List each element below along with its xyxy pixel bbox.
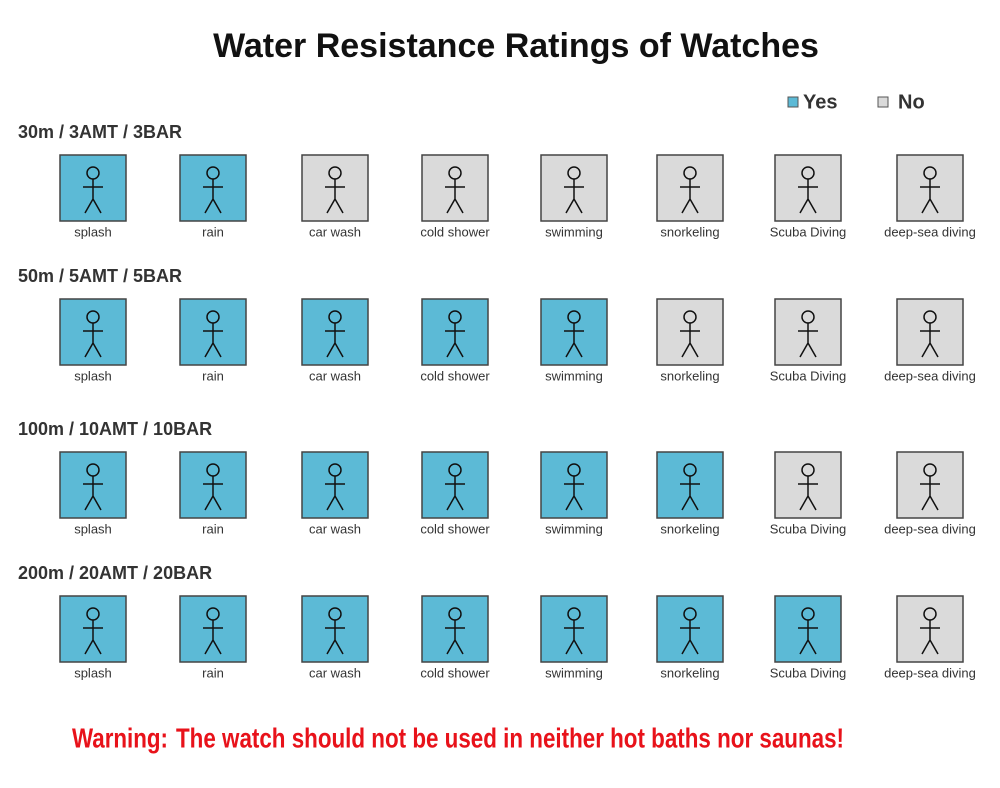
icon-figure [83, 620, 103, 655]
activity-icon [540, 298, 608, 366]
icon-figure [325, 620, 345, 655]
activity-label: swimming [545, 224, 603, 239]
row-label: 50m / 5AMT / 5BAR [18, 266, 182, 286]
activity-label: Scuba Diving [770, 224, 847, 239]
icon-figure [920, 476, 940, 511]
icon-figure [83, 476, 103, 511]
row-label: 30m / 3AMT / 3BAR [18, 122, 182, 142]
activity-label: deep-sea diving [884, 665, 976, 680]
activity-label: car wash [309, 368, 361, 383]
icon-figure [445, 323, 465, 358]
activity-label: cold shower [420, 368, 490, 383]
activity-label: splash [74, 665, 112, 680]
icon-figure [798, 323, 818, 358]
activity-label: snorkeling [660, 665, 719, 680]
row-label: 200m / 20AMT / 20BAR [18, 563, 212, 583]
icon-figure [445, 620, 465, 655]
activity-label: splash [74, 521, 112, 536]
icon-figure [920, 620, 940, 655]
icon-figure [564, 476, 584, 511]
legend-swatch-no [877, 96, 889, 108]
activity-label: deep-sea diving [884, 224, 976, 239]
activity-label: snorkeling [660, 224, 719, 239]
icon-figure [203, 179, 223, 214]
activity-label: Scuba Diving [770, 368, 847, 383]
icon-figure [445, 476, 465, 511]
activity-label: swimming [545, 521, 603, 536]
icon-figure [445, 179, 465, 214]
icon-figure [203, 476, 223, 511]
title: Water Resistance Ratings of Watches [213, 27, 819, 65]
activity-label: cold shower [420, 224, 490, 239]
activity-label: rain [202, 224, 224, 239]
icon-figure [680, 323, 700, 358]
icon-figure [83, 323, 103, 358]
activity-label: swimming [545, 368, 603, 383]
icon-figure [325, 476, 345, 511]
activity-icon [421, 154, 489, 222]
icon-figure [798, 620, 818, 655]
activity-label: Scuba Diving [770, 665, 847, 680]
icon-figure [564, 620, 584, 655]
icon-figure [325, 323, 345, 358]
icon-figure [798, 179, 818, 214]
activity-label: rain [202, 665, 224, 680]
icon-figure [798, 476, 818, 511]
icon-figure [680, 476, 700, 511]
activity-label: Scuba Diving [770, 521, 847, 536]
warning-lead: Warning: [72, 722, 168, 753]
icon-figure [564, 323, 584, 358]
activity-label: splash [74, 368, 112, 383]
activity-label: car wash [309, 665, 361, 680]
row-label: 100m / 10AMT / 10BAR [18, 419, 212, 439]
activity-label: rain [202, 368, 224, 383]
icon-figure [83, 179, 103, 214]
icon-figure [203, 323, 223, 358]
activity-label: swimming [545, 665, 603, 680]
activity-label: car wash [309, 521, 361, 536]
activity-icon [540, 451, 608, 519]
legend-label: No [898, 91, 925, 113]
activity-icon [774, 595, 842, 663]
legend-label: Yes [803, 91, 837, 113]
activity-label: cold shower [420, 521, 490, 536]
warning-text: The watch should not be used in neither … [176, 722, 844, 753]
activity-label: snorkeling [660, 521, 719, 536]
activity-label: car wash [309, 224, 361, 239]
icon-figure [680, 620, 700, 655]
icon-figure [680, 179, 700, 214]
activity-icon [774, 451, 842, 519]
icon-figure [325, 179, 345, 214]
legend-swatch-yes [787, 96, 799, 108]
activity-label: deep-sea diving [884, 368, 976, 383]
activity-label: splash [74, 224, 112, 239]
icon-figure [203, 620, 223, 655]
activity-label: deep-sea diving [884, 521, 976, 536]
icon-figure [920, 323, 940, 358]
activity-icon [179, 451, 247, 519]
icon-figure [564, 179, 584, 214]
activity-label: cold shower [420, 665, 490, 680]
activity-label: rain [202, 521, 224, 536]
activity-label: snorkeling [660, 368, 719, 383]
icon-figure [920, 179, 940, 214]
activity-icon [656, 298, 724, 366]
